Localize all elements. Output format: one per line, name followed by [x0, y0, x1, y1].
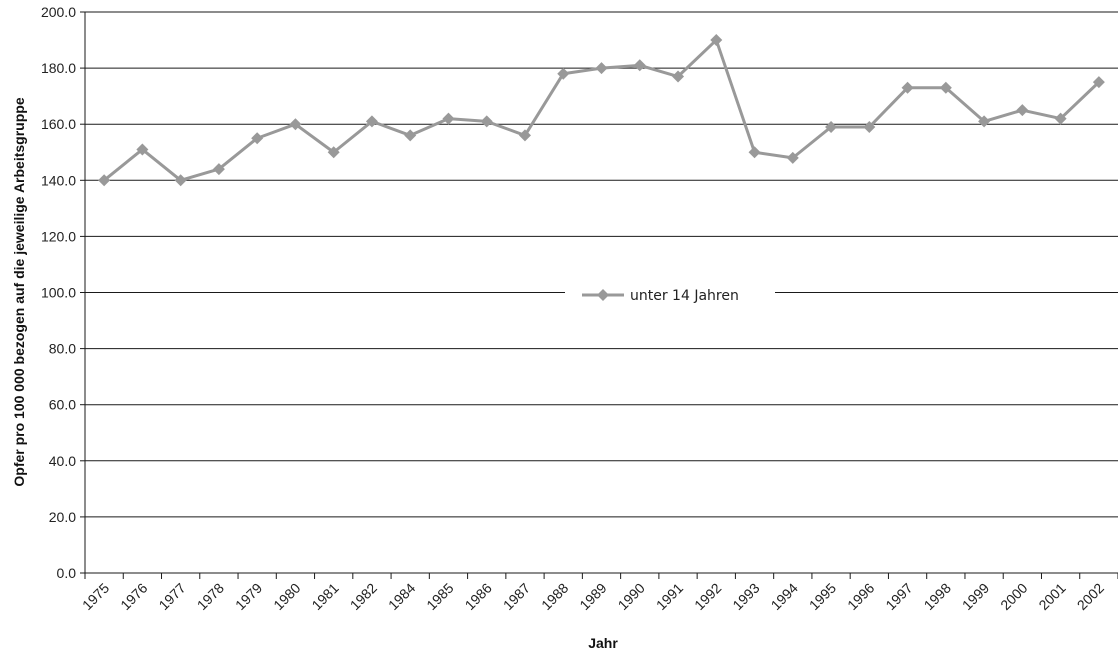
data-point-marker	[327, 146, 340, 159]
x-tick-label: 1976	[117, 580, 150, 613]
x-tick-label: 1979	[232, 580, 265, 613]
x-axis: 1975 1976 1977 1978 1979 1980 1981 1982 1984 1985…	[79, 573, 1118, 613]
x-tick-label: 1988	[538, 580, 571, 613]
legend-label: unter 14 Jahren	[630, 288, 739, 304]
y-tick-label: 20.0	[49, 509, 76, 525]
y-tick-label: 100.0	[41, 285, 76, 301]
y-tick-label: 80.0	[49, 341, 76, 357]
x-tick-label: 2000	[997, 580, 1030, 613]
legend-marker-icon	[597, 289, 609, 301]
data-point-marker	[710, 34, 723, 47]
x-tick-label: 1980	[270, 580, 303, 613]
data-point-marker	[251, 132, 264, 145]
data-point-marker	[863, 121, 876, 134]
x-tick-label: 1986	[461, 580, 494, 613]
x-tick-label: 1997	[882, 580, 915, 613]
y-tick-label: 140.0	[41, 172, 76, 188]
data-point-marker	[480, 115, 493, 128]
x-tick-label: 1977	[155, 580, 188, 613]
x-tick-label: 1991	[653, 580, 686, 613]
data-point-marker	[748, 146, 761, 159]
data-point-marker	[289, 118, 302, 131]
data-point-marker	[365, 115, 378, 128]
data-point-marker	[1016, 104, 1029, 117]
data-point-marker	[901, 81, 914, 94]
x-tick-label: 1987	[500, 580, 533, 613]
data-point-marker	[786, 151, 799, 164]
data-point-marker	[672, 70, 685, 83]
data-point-marker	[98, 174, 111, 187]
x-tick-label: 1998	[921, 580, 954, 613]
data-point-marker	[939, 81, 952, 94]
x-tick-label: 2002	[1074, 580, 1107, 613]
x-tick-label: 1984	[385, 580, 418, 613]
y-tick-label: 0.0	[57, 565, 77, 581]
x-tick-label: 1993	[729, 580, 762, 613]
data-point-marker	[633, 59, 646, 72]
data-point-marker	[1054, 112, 1067, 125]
series-unter-14	[98, 34, 1105, 187]
x-tick-label: 2001	[1035, 580, 1068, 613]
x-tick-label: 1992	[691, 580, 724, 613]
x-tick-label: 1999	[959, 580, 992, 613]
data-point-marker	[825, 121, 838, 134]
x-tick-label: 1989	[576, 580, 609, 613]
y-tick-label: 120.0	[41, 228, 76, 244]
x-tick-label: 1994	[768, 580, 801, 613]
y-tick-label: 180.0	[41, 60, 76, 76]
data-point-marker	[1092, 76, 1105, 89]
y-tick-label: 200.0	[41, 4, 76, 20]
x-tick-label: 1978	[194, 580, 227, 613]
x-tick-label: 1996	[844, 580, 877, 613]
data-point-marker	[212, 163, 225, 176]
y-tick-label: 60.0	[49, 397, 76, 413]
data-point-marker	[595, 62, 608, 75]
x-tick-label: 1981	[308, 580, 341, 613]
data-point-marker	[557, 67, 570, 80]
legend: unter 14 Jahren	[565, 282, 775, 308]
data-point-marker	[136, 143, 149, 156]
x-tick-label: 1982	[347, 580, 380, 613]
data-point-marker	[174, 174, 187, 187]
y-axis-title: Opfer pro 100 000 bezogen auf die jeweil…	[11, 97, 27, 486]
x-axis-title: Jahr	[588, 635, 618, 651]
series-line	[103, 38, 1100, 182]
y-axis: 0.0 20.0 40.0 60.0 80.0 100.0 120.0 140.0 160.0 1…	[41, 4, 86, 581]
data-point-marker	[404, 129, 417, 142]
data-point-marker	[442, 112, 455, 125]
y-tick-label: 40.0	[49, 453, 76, 469]
y-tick-label: 160.0	[41, 116, 76, 132]
x-tick-label: 1985	[423, 580, 456, 613]
data-point-marker	[978, 115, 991, 128]
x-tick-label: 1995	[806, 580, 839, 613]
data-point-marker	[518, 129, 531, 142]
x-tick-label: 1990	[615, 580, 648, 613]
x-tick-label: 1975	[79, 580, 112, 613]
